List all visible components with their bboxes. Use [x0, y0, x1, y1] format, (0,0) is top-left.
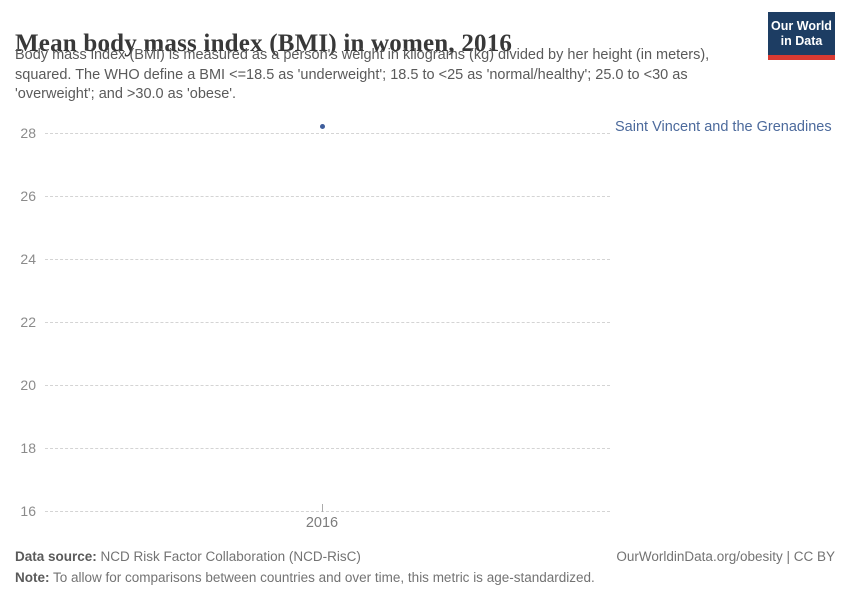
owid-logo-line2: in Data: [780, 34, 823, 48]
subtitle-line: Body mass index (BMI) is measured as a p…: [15, 47, 710, 63]
chart-footer: Data source: NCD Risk Factor Collaborati…: [15, 548, 835, 586]
subtitle-line: squared. The WHO define a BMI <=18.5 as …: [15, 66, 688, 83]
y-gridline: [45, 322, 610, 323]
entity-label[interactable]: Saint Vincent and the Grenadines: [615, 118, 832, 135]
page-title: Mean body mass index (BMI) in women, 201…: [15, 29, 513, 57]
owid-logo: Our World in Data: [768, 12, 835, 60]
y-axis-tick-label: 20: [20, 377, 36, 393]
note-label: Note:: [15, 570, 50, 585]
footer-source-row: Data source: NCD Risk Factor Collaborati…: [15, 548, 835, 565]
data-source: Data source: NCD Risk Factor Collaborati…: [15, 548, 361, 565]
y-axis-tick-label: 18: [20, 440, 36, 456]
owid-logo-line1: Our World: [771, 19, 832, 33]
y-axis-tick-label: 22: [20, 314, 36, 330]
license-link[interactable]: OurWorldinData.org/obesity | CC BY: [616, 549, 835, 564]
y-gridline: [45, 196, 610, 197]
x-axis-tick: [322, 504, 323, 512]
data-source-label: Data source:: [15, 549, 97, 564]
y-gridline: [45, 259, 610, 260]
data-source-value: NCD Risk Factor Collaboration (NCD-RisC): [96, 549, 361, 564]
data-point[interactable]: [319, 124, 325, 130]
y-axis-tick-label: 26: [20, 188, 36, 204]
y-gridline: [45, 385, 610, 386]
y-gridline: [45, 511, 610, 512]
y-gridline: [45, 133, 610, 134]
footer-note: Note: To allow for comparisons between c…: [15, 569, 835, 586]
y-axis-tick-label: 28: [20, 125, 36, 141]
y-axis-tick-label: 24: [20, 251, 36, 267]
note-value: To allow for comparisons between countri…: [49, 570, 595, 585]
x-axis-tick-label: 2016: [305, 515, 339, 531]
y-axis-tick-label: 16: [20, 503, 36, 519]
subtitle-line: 'overweight'; and >30.0 as 'obese'.: [15, 86, 237, 102]
chart-subtitle: Body mass index (BMI) is measured as a p…: [15, 46, 709, 105]
y-gridline: [45, 448, 610, 449]
